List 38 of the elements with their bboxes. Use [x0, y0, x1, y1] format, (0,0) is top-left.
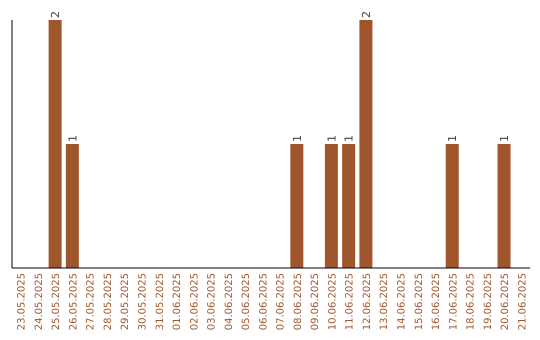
- x-tick-label: 09.06.2025: [310, 273, 322, 330]
- x-tick-label: 10.06.2025: [327, 273, 338, 330]
- x-tick-label: 28.05.2025: [102, 273, 114, 330]
- x-tick-label: 18.06.2025: [466, 273, 477, 330]
- x-tick-label: 03.06.2025: [206, 273, 218, 330]
- x-tick-label: 26.05.2025: [68, 273, 80, 330]
- x-tick-label: 20.06.2025: [500, 273, 512, 330]
- x-tick-label: 24.05.2025: [34, 273, 45, 330]
- x-tick-label: 13.06.2025: [379, 273, 390, 330]
- data-label: 1: [66, 135, 80, 142]
- x-tick-label: 04.06.2025: [224, 273, 235, 330]
- x-tick-label: 23.05.2025: [16, 273, 28, 330]
- x-tick-label: 08.06.2025: [292, 273, 304, 330]
- x-tick-label: 30.05.2025: [138, 273, 148, 330]
- x-tick-label: 25.05.2025: [51, 273, 62, 330]
- x-tick-label: 21.06.2025: [517, 273, 528, 330]
- x-tick-label: 15.06.2025: [414, 273, 425, 330]
- x-tick-label: 12.06.2025: [362, 273, 373, 330]
- x-tick-label: 11.06.2025: [344, 273, 356, 330]
- x-tick-label: 31.05.2025: [154, 273, 166, 330]
- x-tick-label: 01.06.2025: [172, 273, 184, 330]
- data-label: 1: [325, 135, 338, 142]
- data-label: 1: [446, 135, 460, 142]
- x-tick-label: 29.05.2025: [120, 273, 132, 330]
- x-tick-label: 16.06.2025: [431, 273, 442, 330]
- x-tick-label: 05.06.2025: [241, 273, 252, 330]
- x-tick-label: 27.05.2025: [86, 273, 97, 330]
- data-label: 2: [360, 11, 373, 18]
- x-tick-label: 14.06.2025: [396, 273, 408, 330]
- x-tick-label: 02.06.2025: [189, 273, 200, 330]
- x-tick-label: 06.06.2025: [258, 273, 270, 330]
- data-label: 1: [290, 135, 304, 142]
- data-label: 1: [498, 135, 512, 142]
- x-tick-label: 07.06.2025: [276, 273, 287, 330]
- x-tick-label: 17.06.2025: [448, 273, 460, 330]
- data-label: 1: [342, 135, 356, 142]
- data-label: 2: [49, 11, 62, 18]
- x-tick-label: 19.06.2025: [482, 273, 494, 330]
